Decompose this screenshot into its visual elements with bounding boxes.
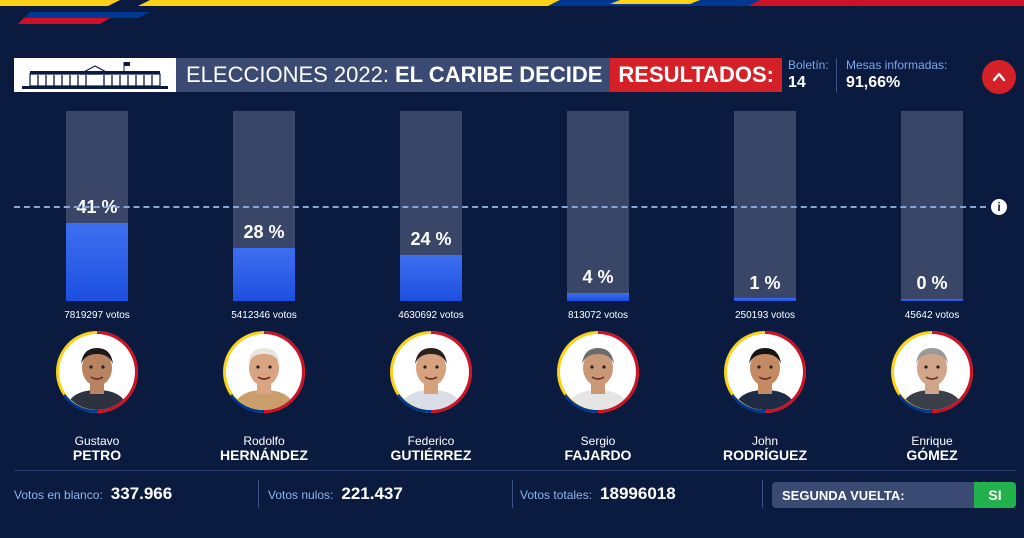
candidate-last-name: GÓMEZ [906,447,958,463]
total-votes-stat: Votos totales: 18996018 [520,484,676,504]
bar-percent-label: 28 % [243,222,285,242]
candidate-last-name: RODRÍGUEZ [723,447,807,463]
bar-votes-label: 7819297 votos [64,310,130,321]
candidate-avatar [723,330,807,414]
info-icon[interactable]: i [991,199,1007,215]
candidate-first-name: John [751,434,779,448]
candidate-avatar [556,330,640,414]
stat-divider [762,480,763,508]
bar-fill [66,223,128,301]
tables-value: 91,66% [846,74,901,91]
bar-fill [734,298,796,301]
null-votes-stat: Votos nulos: 221.437 [268,484,403,504]
candidate-avatar [389,330,473,414]
candidate-first-name: Enrique [911,434,953,448]
collapse-button[interactable] [982,60,1016,94]
candidate-last-name: GUTIÉRREZ [390,447,472,463]
candidate-avatar [890,330,974,414]
bar-votes-label: 45642 votos [904,310,960,321]
flag-stripes [0,0,1024,24]
page-title: ELECCIONES 2022: EL CARIBE DECIDE [176,58,610,92]
candidate-last-name: FAJARDO [564,447,632,463]
total-votes-label: Votos totales: [520,488,593,502]
bulletin-info: Boletín: 14 [788,58,829,92]
bar-votes-label: 813072 votos [567,310,629,321]
stat-divider [512,480,513,508]
header-banner: ELECCIONES 2022: EL CARIBE DECIDE RESULT… [14,58,783,92]
total-votes-value: 18996018 [600,484,676,503]
capitol-building-icon [14,58,176,92]
runoff-indicator: SEGUNDA VUELTA: SI [772,482,1016,508]
candidate-avatar [55,330,139,414]
bar-fill [233,248,295,301]
bar-percent-label: 0 % [916,273,948,293]
candidate-first-name: Federico [407,434,455,448]
candidate-last-name: HERNÁNDEZ [220,447,308,463]
meta-divider [836,58,837,92]
results-badge: RESULTADOS: [610,58,783,92]
null-votes-value: 221.437 [341,484,403,503]
blank-votes-stat: Votos en blanco: 337.966 [14,484,172,504]
candidate-avatar [222,330,306,414]
tables-label: Mesas informadas: [846,58,948,72]
chevron-up-icon [992,72,1006,82]
blank-votes-label: Votos en blanco: [14,488,103,502]
runoff-label: SEGUNDA VUELTA: [782,487,905,503]
bulletin-label: Boletín: [788,58,829,72]
candidate-first-name: Rodolfo [243,434,285,448]
majority-threshold-line [14,206,986,208]
runoff-value-badge: SI [974,482,1016,508]
title-bold: EL CARIBE DECIDE [394,62,603,87]
bar-fill [400,255,462,301]
candidate-first-name: Sergio [580,434,616,448]
bar-percent-label: 24 % [410,229,452,249]
bar-votes-label: 4630692 votos [398,310,464,321]
bar-votes-label: 250193 votos [734,310,796,321]
blank-votes-value: 337.966 [110,484,173,503]
candidate-first-name: Gustavo [74,434,120,448]
footer-divider [14,470,1016,471]
bar-fill [567,293,629,301]
bar-percent-label: 1 % [749,273,781,293]
bar-fill [901,299,963,301]
stat-divider [258,480,259,508]
bulletin-value: 14 [788,74,806,91]
null-votes-label: Votos nulos: [268,488,334,502]
bar-percent-label: 4 % [582,267,614,287]
bar-votes-label: 5412346 votos [231,310,297,321]
tables-info: Mesas informadas: 91,66% [846,58,947,92]
candidate-last-name: PETRO [72,447,122,463]
title-light: ELECCIONES 2022: [186,62,389,87]
